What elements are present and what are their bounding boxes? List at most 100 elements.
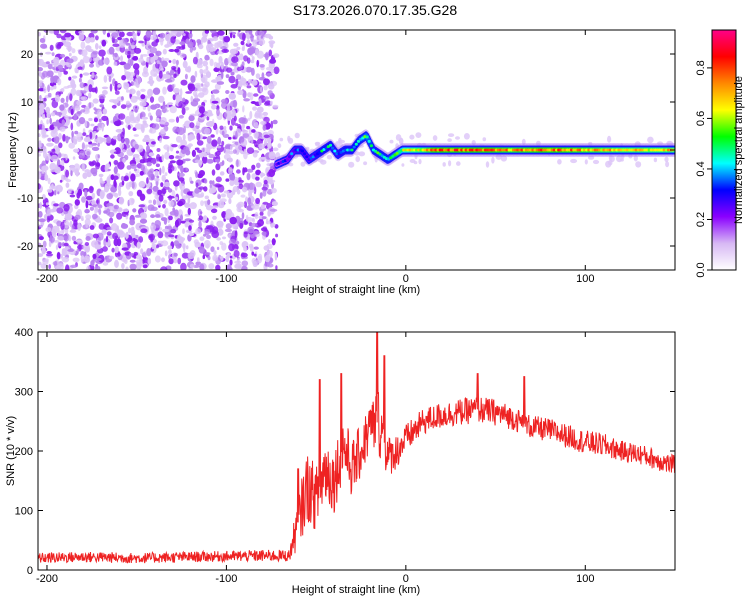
noise-blob bbox=[242, 33, 246, 42]
noise-blob bbox=[288, 162, 294, 167]
noise-blob bbox=[66, 64, 71, 68]
noise-blob bbox=[123, 63, 131, 70]
noise-blob bbox=[264, 33, 272, 39]
noise-blob bbox=[228, 75, 236, 84]
noise-blob bbox=[666, 140, 673, 146]
noise-blob bbox=[141, 116, 149, 120]
noise-blob bbox=[90, 123, 95, 127]
noise-blob bbox=[194, 93, 198, 99]
noise-blob bbox=[448, 160, 452, 167]
noise-blob bbox=[225, 178, 230, 182]
noise-blob bbox=[179, 164, 183, 171]
x-tick-label: -100 bbox=[215, 573, 237, 585]
noise-blob bbox=[134, 56, 138, 61]
noise-blob bbox=[140, 94, 146, 100]
noise-blob bbox=[536, 140, 541, 146]
noise-blob bbox=[246, 39, 250, 45]
noise-blob bbox=[220, 61, 224, 70]
noise-blob bbox=[49, 234, 53, 244]
noise-blob bbox=[60, 53, 66, 58]
noise-blob bbox=[179, 237, 186, 242]
y-tick-label: 300 bbox=[15, 387, 33, 399]
track-core bbox=[533, 148, 537, 152]
noise-blob bbox=[233, 42, 239, 47]
noise-blob bbox=[70, 108, 74, 116]
noise-blob bbox=[108, 46, 115, 55]
noise-blob bbox=[241, 46, 245, 52]
track-core bbox=[367, 139, 371, 143]
noise-blob bbox=[161, 174, 166, 182]
noise-blob bbox=[187, 143, 193, 147]
noise-blob bbox=[216, 40, 224, 48]
noise-blob bbox=[664, 156, 669, 163]
noise-blob bbox=[234, 230, 238, 239]
noise-blob bbox=[260, 35, 264, 39]
noise-blob bbox=[149, 96, 155, 103]
noise-blob bbox=[157, 240, 164, 244]
noise-blob bbox=[96, 109, 102, 118]
noise-blob bbox=[142, 264, 148, 269]
noise-blob bbox=[61, 248, 66, 252]
noise-blob bbox=[182, 60, 188, 69]
noise-blob bbox=[262, 201, 269, 205]
noise-blob bbox=[128, 72, 136, 77]
noise-blob bbox=[148, 199, 152, 204]
noise-blob bbox=[125, 231, 129, 240]
track-core bbox=[294, 148, 298, 152]
noise-blob bbox=[74, 204, 79, 210]
noise-blob bbox=[275, 233, 279, 238]
noise-blob bbox=[55, 146, 60, 154]
noise-blob bbox=[84, 209, 90, 214]
noise-blob bbox=[222, 236, 226, 240]
noise-blob bbox=[180, 139, 188, 148]
noise-blob bbox=[149, 115, 153, 121]
noise-blob bbox=[208, 153, 215, 159]
noise-blob bbox=[182, 133, 186, 141]
noise-blob bbox=[225, 212, 232, 219]
colorbar-label: Normalized spectral amplitude bbox=[733, 76, 745, 224]
noise-blob bbox=[158, 194, 164, 202]
noise-blob bbox=[69, 229, 77, 233]
noise-blob bbox=[98, 223, 106, 230]
noise-blob bbox=[133, 251, 138, 256]
noise-blob bbox=[128, 191, 134, 197]
noise-blob bbox=[85, 236, 91, 241]
noise-blob bbox=[63, 70, 68, 75]
noise-blob bbox=[47, 177, 51, 185]
noise-blob bbox=[113, 151, 121, 155]
noise-blob bbox=[46, 251, 52, 254]
noise-blob bbox=[204, 54, 210, 61]
noise-blob bbox=[48, 264, 51, 269]
noise-blob bbox=[143, 122, 148, 126]
noise-blob bbox=[149, 47, 157, 54]
noise-blob bbox=[170, 69, 174, 76]
noise-blob bbox=[125, 42, 131, 46]
noise-blob bbox=[196, 149, 203, 153]
noise-blob bbox=[38, 71, 42, 77]
noise-blob bbox=[78, 30, 85, 35]
noise-blob bbox=[164, 172, 168, 177]
track-core bbox=[638, 148, 643, 152]
noise-blob bbox=[101, 115, 109, 121]
noise-blob bbox=[196, 84, 200, 89]
noise-blob bbox=[124, 116, 131, 125]
noise-blob bbox=[191, 149, 196, 157]
track-core bbox=[645, 148, 649, 152]
noise-blob bbox=[500, 155, 508, 162]
noise-blob bbox=[160, 266, 168, 270]
noise-blob bbox=[168, 253, 171, 260]
noise-blob bbox=[175, 59, 179, 66]
noise-blob bbox=[195, 182, 199, 188]
noise-blob bbox=[389, 139, 394, 144]
noise-blob bbox=[207, 120, 215, 127]
noise-blob bbox=[75, 239, 83, 243]
noise-blob bbox=[249, 245, 254, 252]
noise-blob bbox=[72, 257, 80, 263]
noise-blob bbox=[131, 182, 135, 189]
track-core bbox=[544, 148, 548, 152]
noise-blob bbox=[175, 94, 183, 103]
noise-blob bbox=[109, 83, 113, 92]
noise-blob bbox=[633, 154, 638, 162]
noise-blob bbox=[225, 255, 230, 263]
noise-blob bbox=[260, 120, 267, 125]
